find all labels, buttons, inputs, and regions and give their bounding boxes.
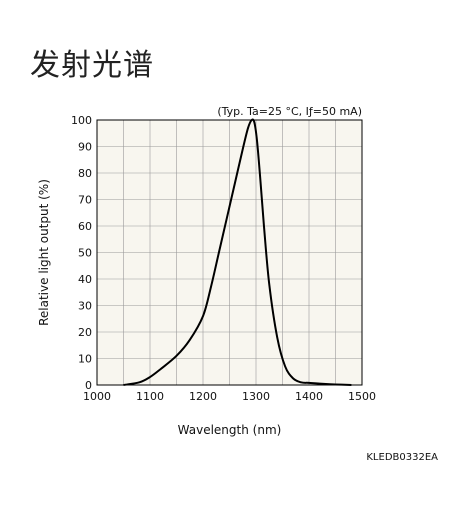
y-tick-label: 80: [78, 167, 92, 180]
y-axis-label: Relative light output (%): [37, 179, 51, 326]
x-tick-label: 1200: [189, 390, 217, 403]
y-tick-label: 60: [78, 220, 92, 233]
grid-lines: [97, 120, 362, 385]
plot-frame: [96, 119, 363, 386]
document-code: KLEDB0332EA: [366, 452, 438, 463]
y-tick-label: 90: [78, 141, 92, 154]
y-tick-label: 30: [78, 300, 92, 313]
y-tick-label: 20: [78, 326, 92, 339]
y-tick-labels: 0 10 20 30 40 50 60 70 80 90 100: [71, 114, 92, 392]
y-tick-label: 70: [78, 194, 92, 207]
x-tick-label: 1000: [83, 390, 111, 403]
x-axis-label: Wavelength (nm): [178, 423, 282, 437]
y-tick-label: 40: [78, 273, 92, 286]
y-tick-label: 0: [85, 379, 92, 392]
x-tick-label: 1500: [348, 390, 376, 403]
conditions-note: (Typ. Ta=25 °C, Iƒ=50 mA): [217, 105, 362, 118]
x-tick-labels: 1000 1100 1200 1300 1400 1500: [83, 390, 376, 403]
x-tick-label: 1400: [295, 390, 323, 403]
y-tick-label: 50: [78, 247, 92, 260]
y-tick-label: 100: [71, 114, 92, 127]
y-tick-label: 10: [78, 353, 92, 366]
x-tick-label: 1300: [242, 390, 270, 403]
page-title: 发射光谱: [30, 48, 154, 83]
x-tick-label: 1100: [136, 390, 164, 403]
